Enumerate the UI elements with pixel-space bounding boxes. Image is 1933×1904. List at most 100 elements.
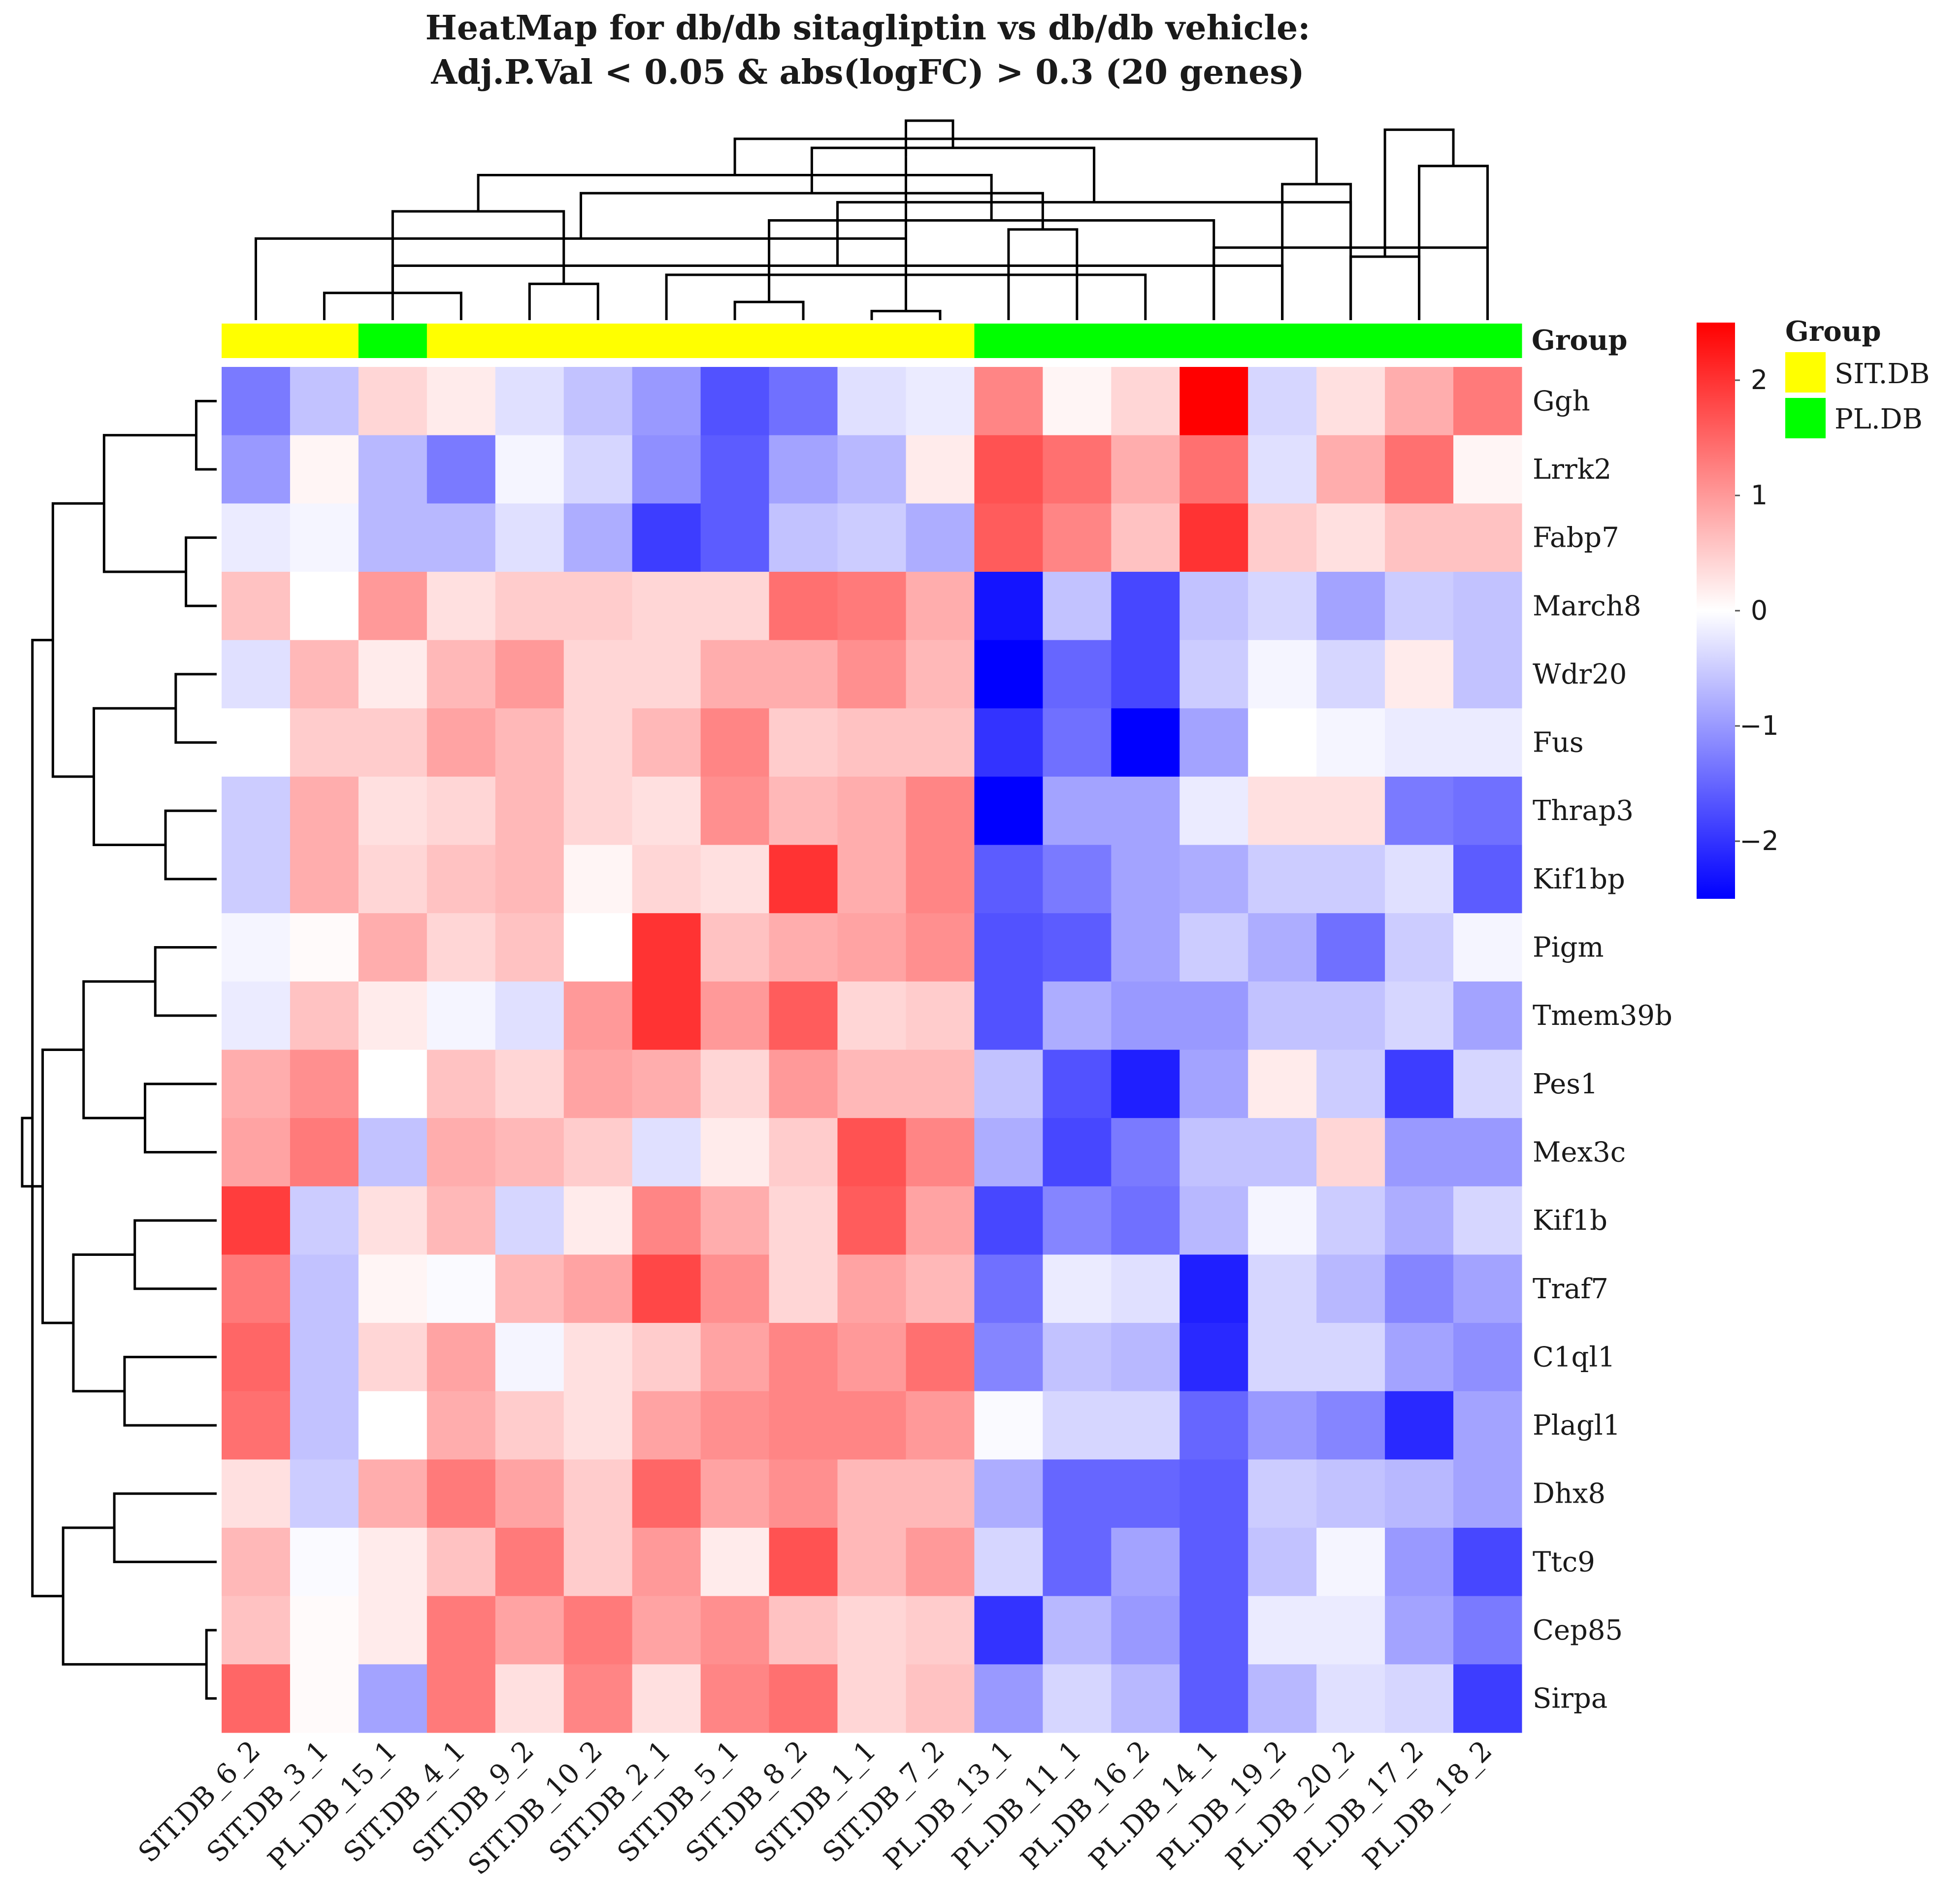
dendrogram-branch — [1281, 183, 1352, 320]
heatmap-cell-kif1b-14 — [1111, 1186, 1180, 1255]
heatmap-cell-kif1b-11 — [906, 1186, 975, 1255]
group-annotation-cell-8 — [700, 324, 770, 358]
heatmap-cell-wdr20-15 — [1179, 640, 1248, 709]
heatmap-cell-kif1bp-1 — [222, 845, 291, 914]
dendrogram-branch — [1418, 164, 1489, 320]
heatmap-cell-ttc9-15 — [1179, 1528, 1248, 1597]
heatmap-cell-cep85-19 — [1453, 1596, 1522, 1665]
heatmap-cell-thrap3-7 — [632, 776, 701, 846]
heatmap-cell-kif1bp-7 — [632, 845, 701, 914]
row-labels: Ggh Lrrk2 Fabp7 March8 Wdr20 Fus Thrap3 Kif1bp P… — [1533, 385, 1672, 1714]
heatmap-cell-tmem39b-3 — [358, 981, 427, 1050]
heatmap-cell-fus-8 — [700, 708, 770, 777]
dendrogram-branch — [195, 399, 217, 471]
heatmap-cell-cep85-9 — [769, 1596, 838, 1665]
dendrogram-branch — [174, 673, 217, 744]
heatmap-cell-fabp7-19 — [1453, 503, 1522, 572]
color-scale-tick-label: 0 — [1751, 595, 1768, 626]
heatmap-cell-kif1bp-3 — [358, 845, 427, 914]
dendrogram-branch — [154, 946, 217, 1017]
dendrogram-branch — [1383, 128, 1455, 257]
heatmap-cell-plagl1-14 — [1111, 1391, 1180, 1460]
heatmap-cell-pigm-10 — [837, 913, 906, 982]
chart-title-line-1: HeatMap for db/db sitagliptin vs db/db v… — [426, 8, 1311, 48]
heatmap-cell-cep85-18 — [1385, 1596, 1454, 1665]
heatmap-cell-fabp7-15 — [1179, 503, 1248, 572]
heatmap-cell-thrap3-14 — [1111, 776, 1180, 846]
heatmap-cell-traf7-4 — [426, 1254, 496, 1323]
heatmap-cell-cep85-2 — [290, 1596, 359, 1665]
heatmap-cell-lrrk2-18 — [1385, 435, 1454, 504]
heatmap-cell-thrap3-17 — [1316, 776, 1385, 846]
heatmap-cell-cep85-7 — [632, 1596, 701, 1665]
heatmap-cell-lrrk2-1 — [222, 435, 291, 504]
heatmap-cell-c1ql1-6 — [563, 1323, 633, 1392]
heatmap-cell-pes1-13 — [1043, 1050, 1112, 1118]
group-annotation-cell-7 — [632, 324, 701, 358]
heatmap-cell-tmem39b-10 — [837, 981, 906, 1050]
heatmap-cell-dhx8-12 — [974, 1459, 1043, 1528]
dendrogram-branch — [733, 137, 1318, 184]
heatmap-cell-tmem39b-8 — [700, 981, 770, 1050]
dendrogram-branch — [113, 1492, 217, 1563]
heatmap-cell-wdr20-12 — [974, 640, 1043, 709]
heatmap-cell-ttc9-11 — [906, 1528, 975, 1597]
heatmap-cell-pes1-11 — [906, 1050, 975, 1118]
heatmap-cell-fus-13 — [1043, 708, 1112, 777]
dendrogram-branch — [733, 300, 805, 320]
heatmap-cell-fabp7-10 — [837, 503, 906, 572]
heatmap-cell-wdr20-5 — [495, 640, 564, 709]
color-scale-tick-label: −2 — [1739, 825, 1779, 856]
heatmap-cell-traf7-12 — [974, 1254, 1043, 1323]
heatmap-cell-sirpa-12 — [974, 1664, 1043, 1733]
group-annotation-cell-16 — [1248, 324, 1317, 358]
heatmap-cell-wdr20-16 — [1248, 640, 1317, 709]
heatmap-cell-fabp7-11 — [906, 503, 975, 572]
heatmap-cell-c1ql1-19 — [1453, 1323, 1522, 1392]
group-legend-swatch-sit — [1785, 352, 1826, 393]
heatmap-cell-march8-10 — [837, 571, 906, 641]
heatmap-cell-kif1bp-12 — [974, 845, 1043, 914]
heatmap-cell-lrrk2-12 — [974, 435, 1043, 504]
heatmap-cell-fus-12 — [974, 708, 1043, 777]
heatmap-cell-dhx8-16 — [1248, 1459, 1317, 1528]
dendrogram-branch — [102, 434, 197, 573]
heatmap-cell-cep85-13 — [1043, 1596, 1112, 1665]
heatmap-cell-sirpa-16 — [1248, 1664, 1317, 1733]
heatmap-cell-ggh-14 — [1111, 367, 1180, 436]
heatmap-cell-kif1b-19 — [1453, 1186, 1522, 1255]
heatmap-cell-sirpa-2 — [290, 1664, 359, 1733]
heatmap-cell-pes1-12 — [974, 1050, 1043, 1118]
heatmap-cell-kif1b-1 — [222, 1186, 291, 1255]
heatmap-cell-ttc9-18 — [1385, 1528, 1454, 1597]
heatmap-cell-pigm-8 — [700, 913, 770, 982]
heatmap-cell-traf7-5 — [495, 1254, 564, 1323]
dendrogram-branch — [93, 707, 176, 847]
heatmap-cell-fabp7-7 — [632, 503, 701, 572]
heatmap-cell-wdr20-13 — [1043, 640, 1112, 709]
heatmap-cell-fus-5 — [495, 708, 564, 777]
heatmap-cell-plagl1-18 — [1385, 1391, 1454, 1460]
heatmap-cell-thrap3-2 — [290, 776, 359, 846]
heatmap-cell-march8-11 — [906, 571, 975, 641]
dendrogram-branch — [254, 237, 907, 320]
heatmap-cell-c1ql1-3 — [358, 1323, 427, 1392]
heatmap-cell-thrap3-9 — [769, 776, 838, 846]
heatmap-cell-ggh-5 — [495, 367, 564, 436]
heatmap-cell-kif1bp-13 — [1043, 845, 1112, 914]
row-label-march8: March8 — [1533, 590, 1641, 622]
heatmap-cell-fus-3 — [358, 708, 427, 777]
heatmap-cell-ggh-4 — [426, 367, 496, 436]
group-annotation-cell-1 — [222, 324, 291, 358]
heatmap-cell-march8-7 — [632, 571, 701, 641]
heatmap-cell-march8-5 — [495, 571, 564, 641]
heatmap-cell-lrrk2-11 — [906, 435, 975, 504]
group-annotation-cell-18 — [1385, 324, 1454, 358]
heatmap-cell-plagl1-4 — [426, 1391, 496, 1460]
heatmap-cell-march8-12 — [974, 571, 1043, 641]
heatmap-cells — [222, 367, 1522, 1733]
group-annotation-cell-5 — [495, 324, 564, 358]
heatmap-cell-plagl1-7 — [632, 1391, 701, 1460]
dendrogram-branch — [1349, 255, 1421, 320]
